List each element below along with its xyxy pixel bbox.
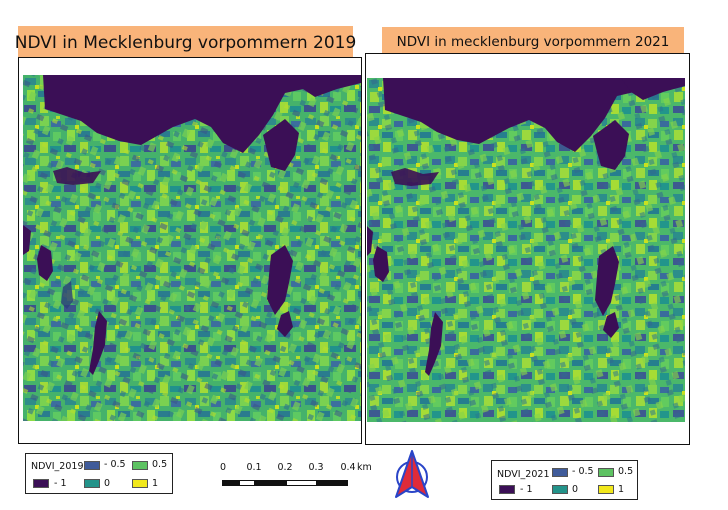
legend-swatch bbox=[598, 468, 614, 477]
legend-swatch bbox=[552, 468, 568, 477]
legend-label: 0 bbox=[104, 478, 111, 489]
ndvi-map-2019 bbox=[23, 75, 361, 421]
legend-swatch bbox=[132, 479, 148, 488]
legend-2021: NDVI_2021 - 0.5 0.5 - 1 0 1 bbox=[491, 460, 638, 500]
scale-tick-label: 0.1 bbox=[246, 462, 262, 473]
legend-swatch bbox=[84, 479, 100, 488]
scale-bar: 0 0.1 0.2 0.3 0.4 km bbox=[214, 462, 374, 494]
legend-label: 0.5 bbox=[618, 466, 634, 477]
scale-tick-label: 0.4 bbox=[340, 462, 356, 473]
legend-label: 0.5 bbox=[152, 459, 168, 470]
legend-swatch bbox=[33, 479, 49, 488]
legend-title: NDVI_2019 bbox=[31, 461, 84, 472]
legend-title: NDVI_2021 bbox=[497, 469, 550, 480]
map-title-2019: NDVI in Mecklenburg vorpommern 2019 bbox=[15, 26, 356, 59]
legend-swatch bbox=[598, 485, 614, 494]
scale-unit-label: km bbox=[357, 462, 372, 473]
scale-tick-label: 0.3 bbox=[308, 462, 324, 473]
scale-bar-segment bbox=[239, 480, 255, 486]
legend-swatch bbox=[552, 485, 568, 494]
legend-swatch bbox=[132, 461, 148, 470]
legend-swatch bbox=[84, 461, 100, 470]
legend-2019: NDVI_2019 - 0.5 0.5 - 1 0 1 bbox=[25, 453, 173, 494]
legend-label: - 0.5 bbox=[572, 466, 594, 477]
legend-label: - 0.5 bbox=[104, 459, 126, 470]
scale-bar-segment bbox=[286, 480, 317, 486]
legend-swatch bbox=[499, 485, 515, 494]
scale-tick-label: 0.2 bbox=[277, 462, 293, 473]
legend-label: 1 bbox=[618, 484, 625, 495]
scale-bar-segment bbox=[255, 480, 286, 486]
legend-label: - 1 bbox=[520, 484, 533, 495]
map-title-2021: NDVI in mecklenburg vorpommern 2021 bbox=[382, 27, 684, 56]
legend-label: - 1 bbox=[54, 478, 67, 489]
ndvi-map-2021 bbox=[367, 78, 685, 422]
legend-label: 0 bbox=[572, 484, 579, 495]
scale-bar-segment bbox=[222, 480, 239, 486]
scale-tick-label: 0 bbox=[219, 462, 227, 473]
north-arrow-icon bbox=[395, 450, 429, 498]
scale-bar-segment bbox=[317, 480, 348, 486]
legend-label: 1 bbox=[152, 478, 159, 489]
